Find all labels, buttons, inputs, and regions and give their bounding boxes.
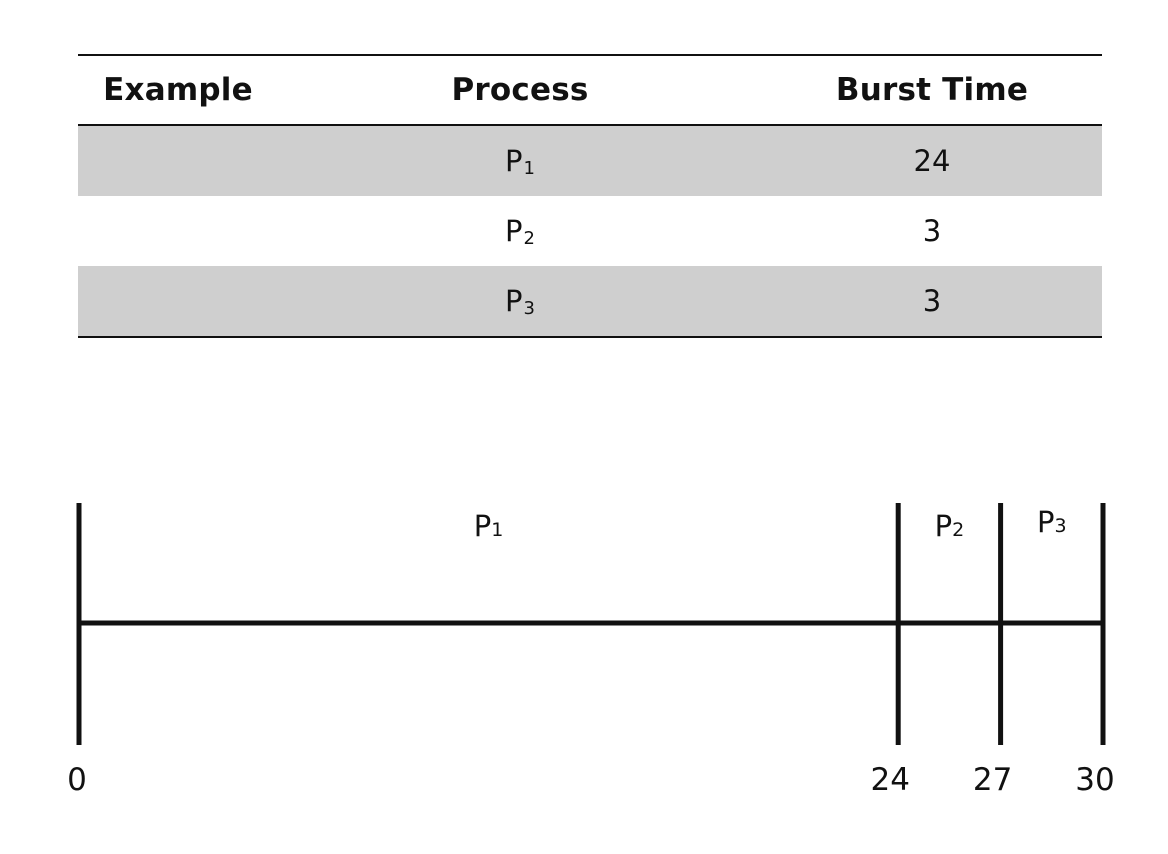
process-name: P <box>505 214 523 248</box>
example-cell <box>78 266 278 337</box>
process-subscript: 2 <box>523 228 535 250</box>
header-example: Example <box>103 72 253 108</box>
burst-time-cell: 24 <box>762 125 1102 196</box>
table-row: P1 24 <box>78 125 1102 196</box>
example-cell <box>78 125 278 196</box>
tick-label: 27 <box>973 762 1012 798</box>
burst-time-cell: 3 <box>922 214 942 248</box>
process-cell: P1 <box>278 125 762 196</box>
table-header-row: Example Process Burst Time <box>78 55 1102 125</box>
tick-label: 30 <box>1075 762 1114 798</box>
process-name: P <box>505 144 523 178</box>
segment-label: P3 <box>1037 505 1067 539</box>
process-subscript: 1 <box>523 158 535 180</box>
process-subscript: 3 <box>523 298 535 320</box>
burst-time-cell: 3 <box>762 266 1102 337</box>
table-row: P2 3 <box>78 196 1102 266</box>
segment-label: P2 <box>935 509 965 543</box>
tick-label: 0 <box>67 762 87 798</box>
process-name: P <box>505 284 523 318</box>
process-cell: P2 <box>278 196 762 266</box>
header-burst-time: Burst Time <box>835 72 1029 108</box>
tick-label: 24 <box>870 762 909 798</box>
header-process: Process <box>451 72 589 108</box>
table-row: P3 3 <box>78 266 1102 337</box>
burst-time-table: Example Process Burst Time P1 24 P2 3 P3… <box>78 54 1102 338</box>
process-cell: P3 <box>278 266 762 337</box>
segment-label: P1 <box>474 509 504 543</box>
